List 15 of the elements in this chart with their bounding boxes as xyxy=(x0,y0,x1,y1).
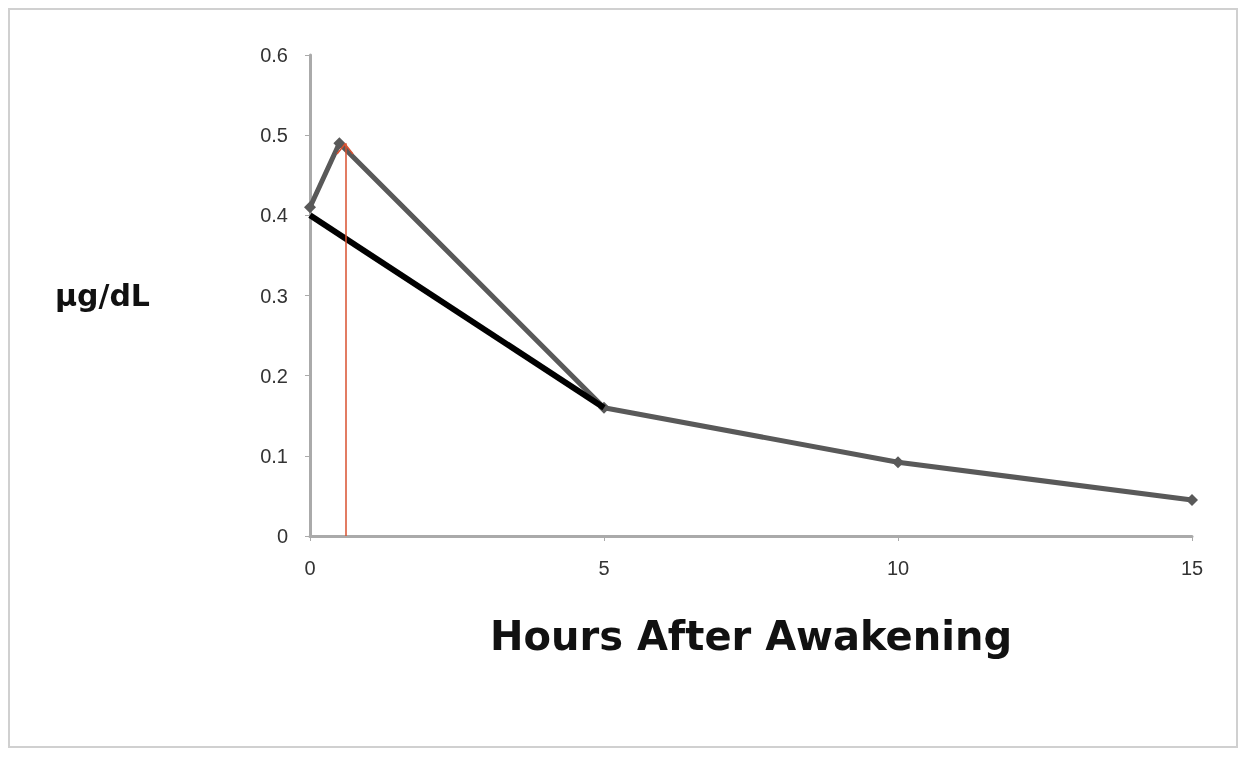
y-tick-label: 0.1 xyxy=(260,444,288,467)
x-tick-label: 0 xyxy=(304,557,316,579)
x-tick-label: 10 xyxy=(886,557,910,579)
x-tick-label: 5 xyxy=(598,557,610,579)
y-tick-label: 0.2 xyxy=(260,364,288,387)
point xyxy=(333,137,346,150)
y-tick-label: 0 xyxy=(276,525,288,547)
point xyxy=(304,201,316,214)
y-tick-label: 0.6 xyxy=(260,44,288,66)
x-tick-label: 15 xyxy=(1180,557,1204,579)
y-axis-title: µg/dL xyxy=(54,278,150,313)
x-axis-title: Hours After Awakening xyxy=(489,613,1013,659)
y-tick-label: 0.4 xyxy=(260,204,288,227)
y-tick-label: 0.5 xyxy=(260,124,288,147)
y-tick-label: 0.3 xyxy=(260,284,288,307)
